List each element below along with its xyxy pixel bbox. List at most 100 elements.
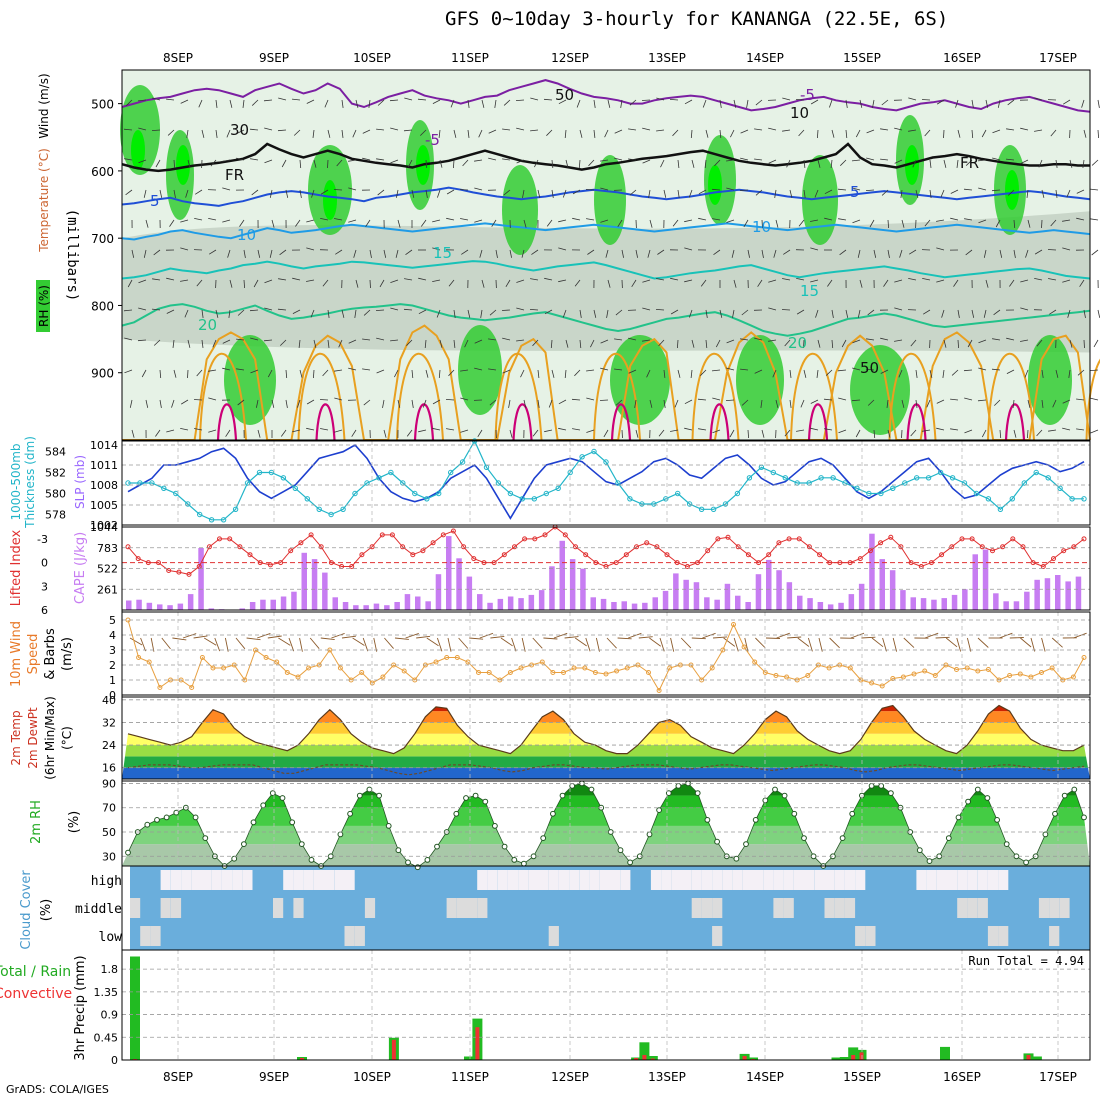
cape-bar — [260, 599, 266, 610]
cloud-cell — [671, 870, 682, 890]
wind-barb — [590, 339, 595, 348]
wind-barb — [243, 279, 245, 289]
cloud-cell — [477, 898, 488, 918]
wind-barb — [285, 369, 288, 379]
cloud-cell — [661, 870, 672, 890]
wind-barb — [243, 249, 246, 258]
lifted-index-line-point — [634, 544, 639, 550]
cape-bar — [714, 599, 720, 610]
wind-barb — [523, 219, 527, 228]
cape-tick-label: 783 — [97, 542, 118, 555]
wind-barb — [803, 369, 807, 378]
date-label-bottom: 11SEP — [451, 1070, 489, 1084]
wind-barb — [508, 399, 511, 408]
wind-barb — [957, 339, 959, 349]
surface-wind-barb — [892, 637, 898, 652]
wind-barb — [586, 369, 595, 372]
rh-line-point — [743, 841, 749, 847]
wind-speed-line-point — [476, 670, 481, 675]
wind-tick-label: 3 — [109, 644, 116, 657]
rh-line-point — [588, 786, 595, 793]
thickness-axis-label: 1000-500mb — [9, 443, 23, 520]
wind-barb — [729, 429, 735, 438]
wind-barb — [1077, 369, 1085, 376]
wind-barb — [341, 309, 345, 318]
wind-barb — [184, 309, 189, 318]
cape-bar — [353, 605, 359, 610]
cape-bar — [776, 570, 782, 610]
wind-speed-line-point — [614, 668, 620, 674]
cloud-cell — [691, 898, 702, 918]
cape-bar — [136, 599, 142, 610]
wind-barb — [886, 399, 889, 408]
lifted-index-line-point — [898, 544, 904, 550]
wind-barb — [964, 429, 973, 434]
wind-barb — [446, 217, 455, 221]
lifted-index-line-point — [644, 540, 650, 546]
thickness-line-point — [890, 485, 896, 491]
surface-wind-barb — [426, 637, 439, 647]
wind-barb — [726, 367, 735, 371]
wind-barb — [462, 159, 469, 167]
thickness-line-point — [1057, 485, 1063, 491]
wind-speed-line-point — [869, 680, 875, 686]
rh-line-point — [974, 786, 981, 793]
date-label-top: 11SEP — [451, 51, 489, 65]
surface-wind-barb — [691, 637, 706, 640]
wind-barb — [768, 307, 777, 311]
cape-bar — [446, 536, 452, 610]
wind-barb — [509, 249, 512, 258]
wind-barb — [649, 219, 653, 228]
wind-barb — [587, 249, 595, 255]
thickness-line-point — [949, 475, 956, 481]
wind-barb — [712, 218, 721, 221]
wind-barb — [1066, 189, 1071, 198]
wind-barb — [229, 99, 233, 108]
wind-barb — [1076, 398, 1085, 401]
wind-barb — [299, 369, 303, 378]
wind-barb — [1083, 309, 1086, 318]
thickness-line-point — [208, 517, 215, 523]
wind-barb — [279, 249, 287, 256]
wind-barb — [648, 189, 651, 198]
wind-barb — [422, 399, 427, 408]
lifted-index-line-point — [878, 540, 884, 546]
wind-barb — [607, 99, 611, 108]
wind-tick-label: 5 — [109, 614, 116, 627]
credit-label: GrADS: COLA/IGES — [6, 1083, 109, 1096]
rh-saturated-blob — [176, 145, 190, 185]
wind-barb — [784, 429, 791, 437]
cloud-cell — [783, 898, 794, 918]
pressure-tick-label: 600 — [91, 165, 114, 179]
wind-barb — [674, 399, 679, 408]
wind-barb — [383, 429, 387, 438]
thickness-line-point — [925, 475, 932, 481]
surface-wind-barb — [829, 637, 840, 649]
cape-bar — [332, 597, 338, 610]
cape-bar — [642, 602, 648, 610]
wind-barb — [796, 309, 805, 315]
wind-barb — [341, 129, 344, 138]
surface-wind-barb — [553, 632, 568, 639]
wind-barb — [390, 307, 399, 311]
rh-line-point — [472, 792, 479, 799]
wind-barb — [873, 249, 877, 258]
precip-total-legend: Total / Rain — [0, 964, 71, 980]
wind-barb — [628, 158, 637, 161]
wind-speed-line-point — [954, 667, 959, 672]
wind-barb — [152, 97, 161, 101]
cloud-cell — [998, 870, 1009, 890]
cape-bar — [858, 583, 865, 610]
rh-saturated-blob — [905, 145, 919, 185]
wind-speed-line-point — [380, 674, 386, 680]
wind-barb — [965, 249, 973, 256]
thickness-line-point — [220, 517, 227, 523]
rh-axis-label: 2m RH — [29, 800, 44, 844]
cape-tick-label: 522 — [97, 563, 118, 576]
surface-wind-barb — [405, 632, 419, 639]
surface-wind-barb — [956, 637, 962, 652]
lifted-tick-label: 6 — [41, 604, 48, 617]
upper-air-frame — [121, 69, 1091, 441]
wind-barb — [355, 279, 359, 288]
wind-barb — [615, 399, 623, 406]
